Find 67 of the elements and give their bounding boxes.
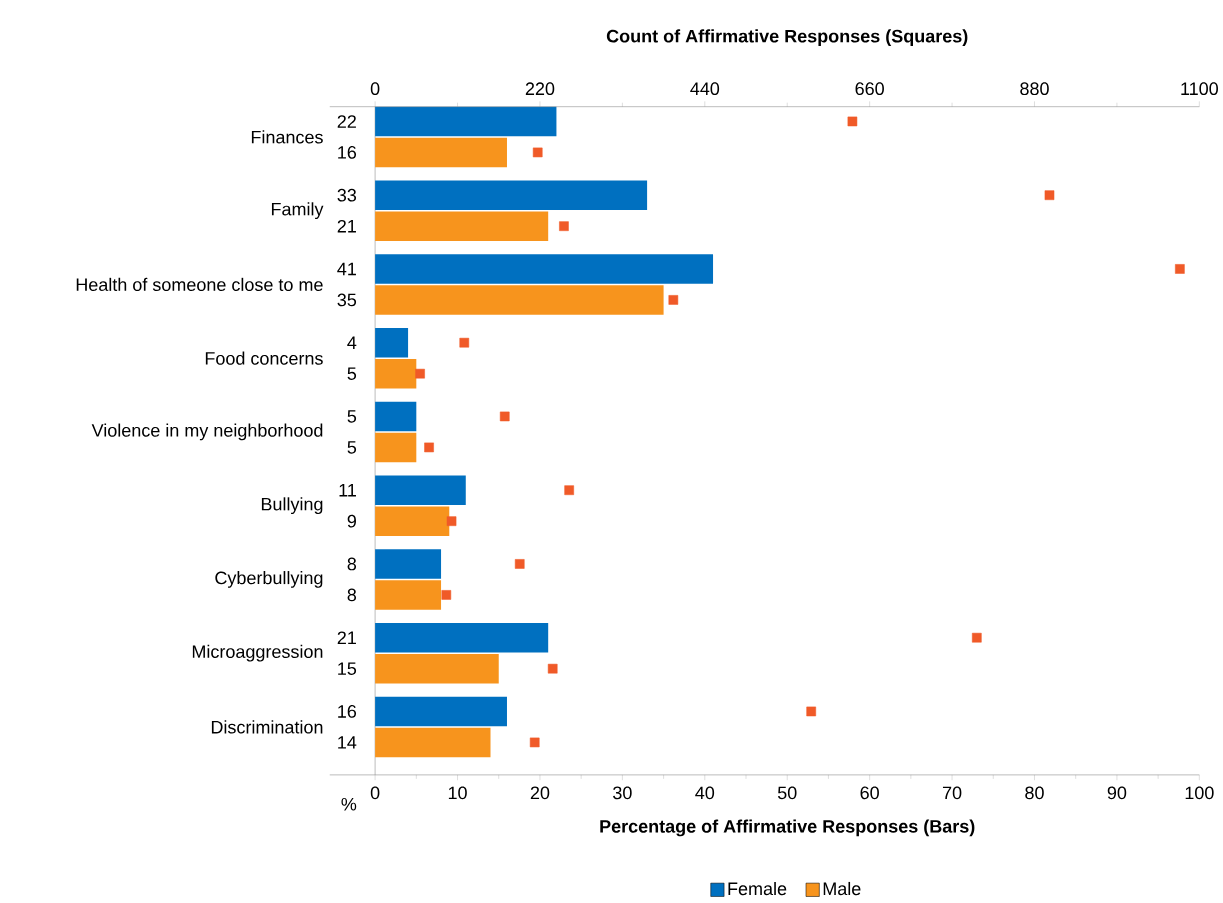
- y-tick-label: Violence in my neighborhood: [91, 423, 323, 441]
- y-tick-label: Discrimination: [211, 720, 323, 734]
- bar: [375, 254, 714, 284]
- bar: [375, 106, 557, 137]
- legend-label: Male: [823, 881, 861, 896]
- x2-tick-label: 220: [525, 82, 555, 96]
- text: %: [341, 797, 357, 811]
- x2-tick-label: 440: [690, 82, 720, 96]
- y-tick-label: Bullying: [261, 497, 323, 515]
- bar: [375, 696, 507, 727]
- y-tick-label: Family: [271, 202, 324, 220]
- x-tick-label: 40: [695, 786, 715, 800]
- data-label: 16: [338, 705, 357, 718]
- bar: [375, 653, 499, 684]
- x-axis-title: Percentage of Affirmative Responses (Bars): [600, 819, 975, 837]
- bar: [375, 506, 450, 536]
- bar: [375, 401, 417, 432]
- data-label: 11: [339, 484, 356, 497]
- bar: [375, 432, 417, 463]
- x-tick-label: 60: [860, 786, 879, 800]
- data-label: 9: [347, 514, 356, 528]
- x-tick-label: 50: [777, 786, 797, 800]
- y-tick-label: Food concerns: [205, 351, 323, 365]
- data-label: 16: [338, 146, 357, 159]
- y-tick-label: Microaggression: [192, 644, 323, 662]
- bar: [375, 327, 409, 358]
- data-label: 41: [337, 262, 356, 276]
- y-tick-label: Finances: [251, 130, 323, 144]
- x2-tick-label: 1100: [1181, 82, 1218, 96]
- bar: [375, 137, 507, 168]
- x-tick-label: 100: [1185, 786, 1214, 800]
- data-label: 22: [337, 115, 356, 128]
- data-label: 5: [347, 441, 357, 454]
- data-label: 5: [347, 367, 357, 380]
- data-label: 8: [347, 588, 357, 602]
- y-tick-label: Cyberbullying: [215, 571, 323, 588]
- data-label: 21: [337, 631, 356, 645]
- x2-tick-label: 0: [370, 82, 380, 96]
- legend-label: Female: [728, 881, 787, 896]
- data-label: 21: [337, 219, 356, 233]
- bar: [375, 727, 491, 758]
- bar: [375, 549, 442, 579]
- bar: [375, 285, 664, 315]
- bar: [375, 623, 549, 653]
- x-tick-label: 70: [942, 786, 962, 800]
- data-label: 14: [338, 736, 357, 749]
- bar: [375, 180, 648, 210]
- y-tick-label: Health of someone close to me: [76, 277, 323, 292]
- bar: [375, 580, 442, 610]
- x2-tick-label: 660: [855, 82, 884, 96]
- x-tick-label: 90: [1107, 786, 1127, 800]
- data-label: 5: [347, 410, 357, 423]
- data-label: 15: [338, 662, 357, 675]
- x-tick-label: 30: [613, 786, 632, 800]
- x-tick-label: 0: [370, 786, 380, 800]
- x-tick-label: 10: [448, 786, 467, 800]
- data-label: 33: [337, 188, 357, 202]
- x-tick-label: 20: [530, 786, 550, 800]
- x-tick-label: 80: [1025, 786, 1044, 800]
- bar: [375, 211, 549, 241]
- bar: [375, 475, 466, 505]
- x2-tick-label: 880: [1020, 82, 1049, 96]
- data-label: 8: [347, 557, 357, 571]
- data-label: 35: [337, 293, 357, 307]
- x2-axis-title: Count of Affirmative Responses (Squares): [606, 29, 968, 47]
- data-label: 4: [347, 336, 357, 349]
- bar: [375, 358, 417, 389]
